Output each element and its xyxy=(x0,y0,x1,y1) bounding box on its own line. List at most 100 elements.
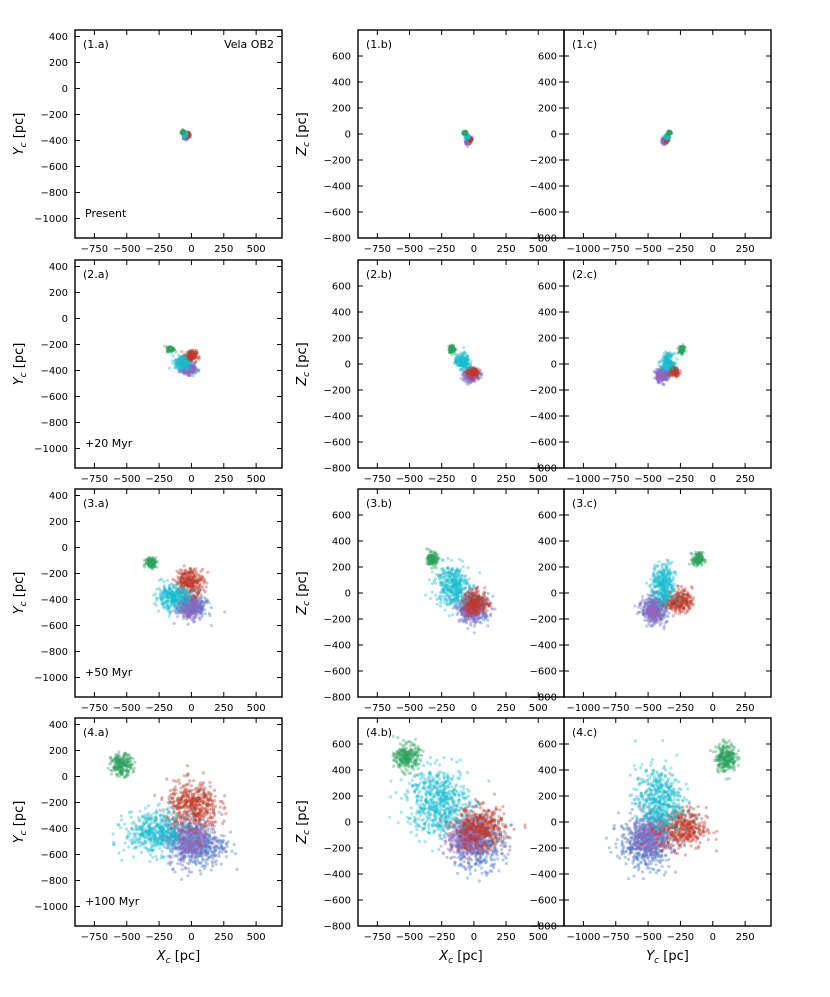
data-point xyxy=(154,603,158,607)
data-point xyxy=(459,355,463,359)
data-point xyxy=(167,348,171,352)
data-point xyxy=(462,377,466,381)
data-point xyxy=(468,137,472,141)
data-point xyxy=(662,138,667,142)
data-point xyxy=(665,135,669,139)
data-point xyxy=(665,138,669,142)
data-point xyxy=(474,373,478,377)
data-point xyxy=(182,133,186,137)
data-point xyxy=(183,135,187,139)
data-point xyxy=(461,358,465,362)
data-point xyxy=(466,373,471,377)
data-point xyxy=(185,369,189,373)
data-point xyxy=(200,613,204,617)
data-point xyxy=(479,375,483,379)
data-point xyxy=(189,358,193,362)
data-point xyxy=(185,367,189,371)
data-point xyxy=(665,137,669,141)
data-point xyxy=(665,138,669,142)
data-point xyxy=(470,373,474,377)
data-point xyxy=(662,141,666,145)
data-point xyxy=(467,136,471,140)
data-point xyxy=(192,348,196,352)
data-point xyxy=(468,372,473,377)
data-point xyxy=(169,347,173,351)
data-point xyxy=(176,362,180,366)
data-point xyxy=(186,371,190,375)
data-point xyxy=(185,135,189,139)
data-point xyxy=(167,349,171,353)
data-point xyxy=(172,621,176,626)
data-point xyxy=(664,139,668,143)
data-point xyxy=(183,363,187,367)
data-point xyxy=(471,369,475,373)
data-point xyxy=(466,373,470,377)
data-point xyxy=(185,136,189,140)
data-point xyxy=(462,376,466,380)
data-point xyxy=(667,129,671,133)
data-point xyxy=(470,375,475,379)
data-point xyxy=(181,368,186,372)
data-point xyxy=(470,138,474,142)
data-point xyxy=(464,376,468,381)
data-point xyxy=(184,370,188,374)
data-point xyxy=(662,134,666,138)
data-point xyxy=(467,376,471,380)
data-point xyxy=(665,138,669,142)
data-point xyxy=(463,131,467,135)
data-point xyxy=(175,361,179,365)
data-point xyxy=(183,130,187,134)
data-point xyxy=(661,140,665,144)
data-point xyxy=(665,137,669,141)
data-point xyxy=(182,131,186,135)
data-point xyxy=(190,369,194,373)
data-point xyxy=(466,139,470,143)
data-point xyxy=(185,365,189,369)
data-point xyxy=(667,130,672,135)
data-point xyxy=(665,137,669,141)
data-point xyxy=(665,138,669,142)
data-point xyxy=(201,603,205,608)
data-point xyxy=(188,366,192,371)
data-point xyxy=(466,139,470,143)
data-point xyxy=(466,134,470,138)
data-point xyxy=(662,137,666,141)
series-cyan xyxy=(452,345,473,372)
data-point xyxy=(468,371,472,375)
region-annotation: Vela OB2 xyxy=(224,38,274,51)
data-point xyxy=(667,130,672,134)
data-point xyxy=(169,609,173,613)
data-point xyxy=(666,130,670,134)
data-point xyxy=(461,362,465,366)
data-point xyxy=(465,140,469,144)
data-point xyxy=(180,130,184,134)
data-point xyxy=(186,137,190,141)
data-point xyxy=(461,367,465,371)
data-point xyxy=(462,362,466,366)
data-point xyxy=(467,140,471,144)
data-point xyxy=(466,361,470,365)
data-point xyxy=(190,351,194,355)
data-point xyxy=(461,364,465,368)
data-point xyxy=(466,366,470,370)
data-point xyxy=(667,131,672,135)
data-point xyxy=(664,139,668,143)
data-point xyxy=(198,618,202,622)
data-point xyxy=(468,370,472,374)
data-point xyxy=(467,369,471,373)
data-point xyxy=(184,135,188,139)
data-point xyxy=(466,379,470,383)
data-point xyxy=(459,367,463,371)
data-point xyxy=(467,139,471,143)
data-point xyxy=(465,134,469,138)
data-point xyxy=(186,361,191,365)
data-point xyxy=(467,137,471,141)
data-point xyxy=(467,140,471,145)
data-point xyxy=(190,349,194,353)
data-point xyxy=(661,140,666,144)
data-point xyxy=(194,366,198,370)
data-point xyxy=(667,130,671,134)
data-point xyxy=(465,133,469,137)
data-point xyxy=(455,360,460,364)
data-point xyxy=(184,134,188,138)
